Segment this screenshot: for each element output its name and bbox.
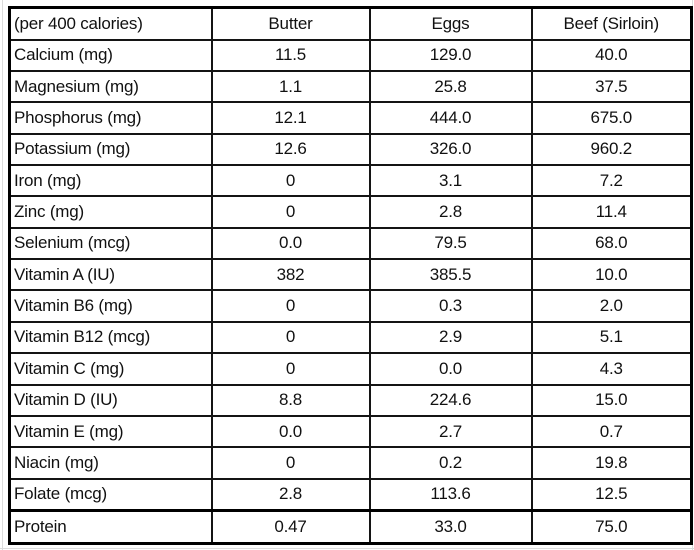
value-cell: 11.4 [530, 195, 693, 229]
value-cell: 0.0 [210, 226, 371, 261]
table-row: Potassium (mg) 12.6 326.0 960.2 [8, 132, 693, 167]
value-cell: 2.8 [368, 195, 533, 229]
row-label: Vitamin B12 (mcg) [8, 320, 213, 355]
table-row: Magnesium (mg) 1.1 25.8 37.5 [8, 69, 693, 104]
column-header-eggs: Eggs [368, 6, 533, 41]
row-label: Phosphorus (mg) [8, 101, 213, 135]
table-row: Vitamin E (mg) 0.0 2.7 0.7 [8, 414, 693, 449]
value-cell: 12.6 [210, 132, 371, 167]
value-cell: 0 [210, 195, 371, 229]
value-cell: 0 [210, 446, 371, 480]
value-cell: 0 [210, 352, 371, 386]
value-cell: 326.0 [368, 132, 533, 167]
row-label: Vitamin E (mg) [8, 414, 213, 449]
row-label: Vitamin C (mg) [8, 352, 213, 386]
value-cell: 0.47 [210, 509, 371, 545]
value-cell: 2.8 [210, 477, 371, 512]
value-cell: 675.0 [530, 101, 693, 135]
value-cell: 960.2 [530, 132, 693, 167]
value-cell: 5.1 [530, 320, 693, 355]
table-row: Calcium (mg) 11.5 129.0 40.0 [8, 38, 693, 72]
value-cell: 0 [210, 289, 371, 323]
value-cell: 444.0 [368, 101, 533, 135]
sheet-gridline-left [2, 0, 3, 550]
table-row: Vitamin A (IU) 382 385.5 10.0 [8, 258, 693, 292]
value-cell: 79.5 [368, 226, 533, 261]
value-cell: 19.8 [530, 446, 693, 480]
row-label: Vitamin B6 (mg) [8, 289, 213, 323]
table-row: Selenium (mcg) 0.0 79.5 68.0 [8, 226, 693, 261]
table-row: Zinc (mg) 0 2.8 11.4 [8, 195, 693, 229]
value-cell: 0.2 [368, 446, 533, 480]
row-label: Selenium (mcg) [8, 226, 213, 261]
row-label: Protein [8, 509, 213, 545]
value-cell: 2.7 [368, 414, 533, 449]
table-row: Vitamin B12 (mcg) 0 2.9 5.1 [8, 320, 693, 355]
value-cell: 0.0 [210, 414, 371, 449]
value-cell: 1.1 [210, 69, 371, 104]
table-row: Phosphorus (mg) 12.1 444.0 675.0 [8, 101, 693, 135]
row-label: Magnesium (mg) [8, 69, 213, 104]
value-cell: 385.5 [368, 258, 533, 292]
table-row: Vitamin D (IU) 8.8 224.6 15.0 [8, 383, 693, 417]
value-cell: 129.0 [368, 38, 533, 72]
value-cell: 75.0 [530, 509, 693, 545]
value-cell: 0.0 [368, 352, 533, 386]
value-cell: 2.9 [368, 320, 533, 355]
value-cell: 0 [210, 163, 371, 198]
row-label: Folate (mcg) [8, 477, 213, 512]
table-title-cell: (per 400 calories) [8, 6, 213, 41]
row-label: Niacin (mg) [8, 446, 213, 480]
value-cell: 8.8 [210, 383, 371, 417]
value-cell: 0 [210, 320, 371, 355]
value-cell: 33.0 [368, 509, 533, 545]
value-cell: 113.6 [368, 477, 533, 512]
row-label: Vitamin A (IU) [8, 258, 213, 292]
sheet-gridline-bottom [0, 548, 694, 549]
nutrition-table: (per 400 calories) Butter Eggs Beef (Sir… [8, 6, 693, 545]
value-cell: 10.0 [530, 258, 693, 292]
value-cell: 11.5 [210, 38, 371, 72]
row-label: Calcium (mg) [8, 38, 213, 72]
value-cell: 25.8 [368, 69, 533, 104]
row-label: Vitamin D (IU) [8, 383, 213, 417]
value-cell: 40.0 [530, 38, 693, 72]
value-cell: 382 [210, 258, 371, 292]
column-header-butter: Butter [210, 6, 371, 41]
table-row: Vitamin B6 (mg) 0 0.3 2.0 [8, 289, 693, 323]
table-row: Folate (mcg) 2.8 113.6 12.5 [8, 477, 693, 512]
value-cell: 7.2 [530, 163, 693, 198]
value-cell: 12.5 [530, 477, 693, 512]
value-cell: 0.7 [530, 414, 693, 449]
column-header-beef: Beef (Sirloin) [530, 6, 693, 41]
value-cell: 37.5 [530, 69, 693, 104]
header-row: (per 400 calories) Butter Eggs Beef (Sir… [8, 6, 693, 41]
value-cell: 2.0 [530, 289, 693, 323]
value-cell: 68.0 [530, 226, 693, 261]
value-cell: 4.3 [530, 352, 693, 386]
row-label: Zinc (mg) [8, 195, 213, 229]
table-row: Niacin (mg) 0 0.2 19.8 [8, 446, 693, 480]
value-cell: 12.1 [210, 101, 371, 135]
row-label: Iron (mg) [8, 163, 213, 198]
value-cell: 224.6 [368, 383, 533, 417]
value-cell: 0.3 [368, 289, 533, 323]
table-row: Vitamin C (mg) 0 0.0 4.3 [8, 352, 693, 386]
value-cell: 3.1 [368, 163, 533, 198]
row-label: Potassium (mg) [8, 132, 213, 167]
value-cell: 15.0 [530, 383, 693, 417]
table-row-protein: Protein 0.47 33.0 75.0 [8, 509, 693, 545]
table-row: Iron (mg) 0 3.1 7.2 [8, 163, 693, 198]
